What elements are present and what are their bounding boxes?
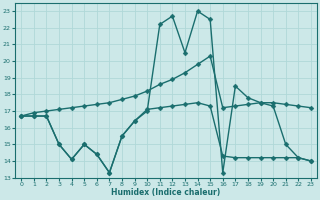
X-axis label: Humidex (Indice chaleur): Humidex (Indice chaleur) bbox=[111, 188, 221, 197]
